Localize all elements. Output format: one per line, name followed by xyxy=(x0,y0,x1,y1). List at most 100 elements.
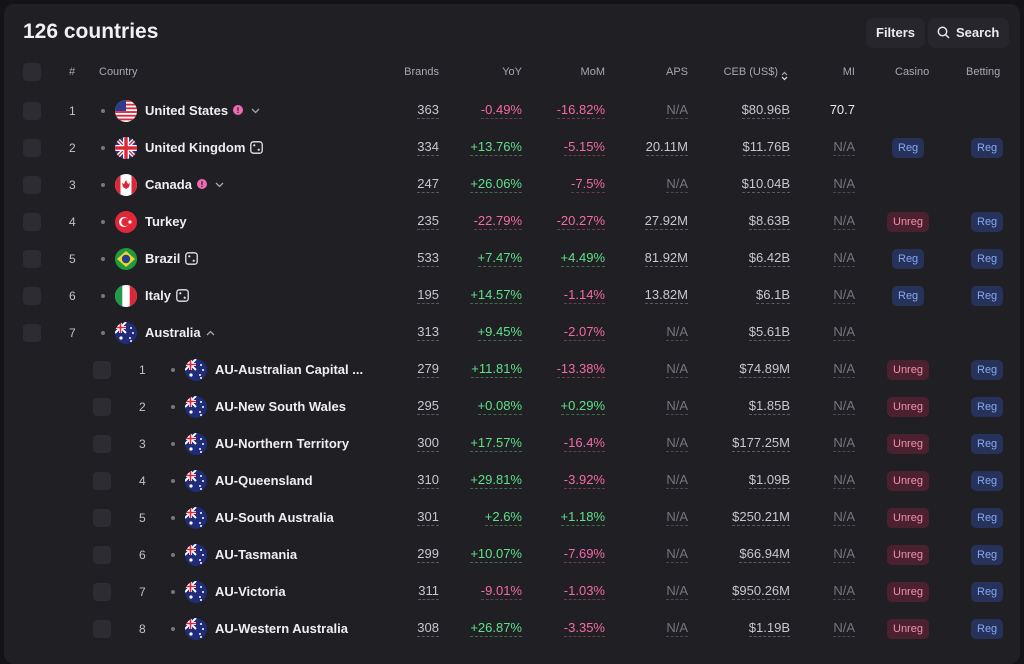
row-checkbox[interactable] xyxy=(93,583,111,601)
select-all-checkbox[interactable] xyxy=(23,63,41,81)
yoy-value: -9.01% xyxy=(480,583,522,600)
betting-badge: Reg xyxy=(971,249,1004,269)
row-number: 4 xyxy=(139,474,146,488)
casino-badge: Unreg xyxy=(887,212,929,232)
row-number: 3 xyxy=(69,178,76,192)
country-name: AU-Queensland xyxy=(215,473,313,488)
yoy-value: +17.57% xyxy=(470,435,522,452)
country-name: Canada xyxy=(145,177,192,192)
aps-value: N/A xyxy=(666,583,688,600)
country-name: Australia xyxy=(145,325,201,340)
brands-value: 313 xyxy=(417,324,439,341)
row-checkbox[interactable] xyxy=(23,213,41,231)
value-cell: -22.79% xyxy=(473,213,522,230)
column-header: Country xyxy=(99,66,138,78)
expand-toggle[interactable] xyxy=(215,182,224,188)
country-name: AU-Western Australia xyxy=(215,621,348,636)
row-checkbox[interactable] xyxy=(23,176,41,194)
value-cell: N/A xyxy=(833,176,855,193)
column-header: YoY xyxy=(502,66,522,78)
value-cell: +0.08% xyxy=(477,398,522,415)
value-cell: +4.49% xyxy=(560,250,605,267)
row-number: 7 xyxy=(69,326,76,340)
filters-button[interactable]: Filters xyxy=(866,18,926,48)
mi-value: N/A xyxy=(833,509,855,526)
ceb-value: $6.1B xyxy=(756,287,790,304)
row-checkbox[interactable] xyxy=(23,287,41,305)
value-cell: +10.07% xyxy=(470,546,522,563)
yoy-value: +13.76% xyxy=(470,139,522,156)
value-cell: -1.03% xyxy=(563,583,605,600)
row-checkbox[interactable] xyxy=(23,139,41,157)
aps-value: 27.92M xyxy=(644,213,688,230)
value-cell: 279 xyxy=(417,361,439,378)
brands-value: 334 xyxy=(417,139,439,156)
value-cell: 300 xyxy=(417,435,439,452)
mom-value: -3.92% xyxy=(563,472,605,489)
column-header: Brands xyxy=(404,66,439,78)
aps-value: N/A xyxy=(666,509,688,526)
value-cell: -7.69% xyxy=(563,546,605,563)
row-number: 5 xyxy=(69,252,76,266)
betting-badge: Reg xyxy=(971,286,1004,306)
row-number: 6 xyxy=(139,548,146,562)
mom-value: -7.69% xyxy=(563,546,605,563)
country-name: AU-Tasmania xyxy=(215,547,298,562)
value-cell: +29.81% xyxy=(470,472,522,489)
brands-value: 308 xyxy=(417,620,439,637)
country-badge-icon xyxy=(233,105,244,115)
betting-badge: Reg xyxy=(971,508,1004,528)
row-checkbox[interactable] xyxy=(93,361,111,379)
row-checkbox[interactable] xyxy=(93,620,111,638)
casino-badge: Unreg xyxy=(887,360,929,380)
row-bullet xyxy=(171,442,175,446)
value-cell: $6.42B xyxy=(748,250,790,267)
aps-value: N/A xyxy=(666,620,688,637)
casino-badge: Unreg xyxy=(887,471,929,491)
row-number: 5 xyxy=(139,511,146,525)
yoy-value: +9.45% xyxy=(477,324,522,341)
row-checkbox[interactable] xyxy=(93,398,111,416)
row-checkbox[interactable] xyxy=(93,472,111,490)
ceb-value: $80.96B xyxy=(741,102,790,119)
yoy-value: +14.57% xyxy=(470,287,522,304)
value-cell: +9.45% xyxy=(477,324,522,341)
row-checkbox[interactable] xyxy=(23,250,41,268)
aps-value: N/A xyxy=(666,324,688,341)
mom-value: -3.35% xyxy=(563,620,605,637)
value-cell: -1.14% xyxy=(563,287,605,304)
row-checkbox[interactable] xyxy=(93,546,111,564)
row-checkbox[interactable] xyxy=(23,324,41,342)
aps-value: N/A xyxy=(666,398,688,415)
value-cell: +26.06% xyxy=(470,176,522,193)
row-checkbox[interactable] xyxy=(93,509,111,527)
value-cell: 235 xyxy=(417,213,439,230)
casino-badge: Unreg xyxy=(887,582,929,602)
row-bullet xyxy=(101,109,105,113)
value-cell: $1.85B xyxy=(748,398,790,415)
country-badge-icon xyxy=(196,179,207,189)
ceb-value: $11.76B xyxy=(742,139,790,156)
expand-toggle[interactable] xyxy=(206,330,215,336)
value-cell: N/A xyxy=(666,620,688,637)
casino-badge: Reg xyxy=(892,286,925,306)
row-bullet xyxy=(171,479,175,483)
search-button[interactable]: Search xyxy=(928,18,1010,48)
value-cell: -3.92% xyxy=(563,472,605,489)
aps-value: N/A xyxy=(666,546,688,563)
mom-value: -13.38% xyxy=(556,361,605,378)
mi-value: N/A xyxy=(833,546,855,563)
ceb-value: $74.89M xyxy=(739,361,790,378)
row-checkbox[interactable] xyxy=(93,435,111,453)
value-cell: 20.11M xyxy=(645,139,688,156)
mi-value: N/A xyxy=(833,472,855,489)
value-cell: 311 xyxy=(418,583,439,600)
yoy-value: -0.49% xyxy=(480,102,522,119)
row-checkbox[interactable] xyxy=(23,102,41,120)
brands-value: 301 xyxy=(417,509,439,526)
mom-value: +4.49% xyxy=(560,250,605,267)
value-cell: N/A xyxy=(833,139,855,156)
value-cell: 81.92M xyxy=(644,250,688,267)
value-cell: -5.15% xyxy=(563,139,605,156)
expand-toggle[interactable] xyxy=(251,108,260,114)
